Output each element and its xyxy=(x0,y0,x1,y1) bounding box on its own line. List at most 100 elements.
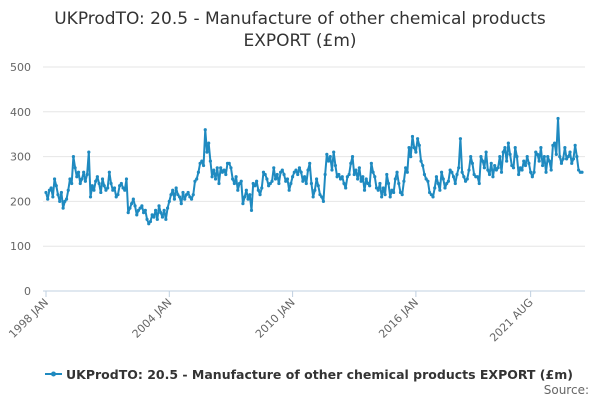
data-point[interactable] xyxy=(205,150,209,154)
data-point[interactable] xyxy=(484,150,488,154)
data-point[interactable] xyxy=(207,141,211,145)
data-point[interactable] xyxy=(481,159,485,163)
data-point[interactable] xyxy=(123,188,127,192)
data-point[interactable] xyxy=(195,177,199,181)
data-point[interactable] xyxy=(54,184,58,188)
data-point[interactable] xyxy=(357,166,361,170)
data-point[interactable] xyxy=(392,190,396,195)
data-point[interactable] xyxy=(210,175,214,179)
data-point[interactable] xyxy=(553,141,557,145)
data-point[interactable] xyxy=(66,188,70,192)
data-point[interactable] xyxy=(188,195,192,199)
data-point[interactable] xyxy=(362,188,367,192)
data-point[interactable] xyxy=(119,181,123,186)
data-point[interactable] xyxy=(424,177,428,181)
data-point[interactable] xyxy=(251,181,255,186)
data-point[interactable] xyxy=(354,168,358,172)
data-point[interactable] xyxy=(400,193,404,197)
data-point[interactable] xyxy=(462,175,466,179)
data-point[interactable] xyxy=(546,155,550,159)
data-point[interactable] xyxy=(82,170,86,174)
data-point[interactable] xyxy=(229,166,233,170)
data-point[interactable] xyxy=(147,222,151,226)
data-point[interactable] xyxy=(427,190,432,195)
data-point[interactable] xyxy=(395,170,399,174)
data-point[interactable] xyxy=(522,159,526,163)
data-point[interactable] xyxy=(70,181,74,186)
data-point[interactable] xyxy=(523,163,528,168)
data-point[interactable] xyxy=(90,184,94,188)
data-point[interactable] xyxy=(184,193,189,197)
data-point[interactable] xyxy=(349,161,353,165)
data-point[interactable] xyxy=(458,137,463,141)
data-point[interactable] xyxy=(328,155,332,159)
data-point[interactable] xyxy=(304,181,308,186)
data-point[interactable] xyxy=(407,146,411,150)
data-point[interactable] xyxy=(256,188,260,192)
data-point[interactable] xyxy=(517,172,521,177)
data-point[interactable] xyxy=(371,170,375,174)
data-point[interactable] xyxy=(234,175,238,179)
data-point[interactable] xyxy=(350,155,355,159)
data-point[interactable] xyxy=(439,170,444,174)
data-point[interactable] xyxy=(219,166,223,170)
data-point[interactable] xyxy=(297,166,302,170)
data-point[interactable] xyxy=(212,168,216,172)
data-point[interactable] xyxy=(463,179,468,183)
data-point[interactable] xyxy=(159,211,163,215)
data-point[interactable] xyxy=(320,195,324,199)
data-point[interactable] xyxy=(95,175,99,179)
data-point[interactable] xyxy=(337,172,341,177)
data-point[interactable] xyxy=(104,188,108,192)
data-point[interactable] xyxy=(92,188,96,192)
data-point[interactable] xyxy=(393,177,397,181)
data-point[interactable] xyxy=(491,175,495,179)
data-point[interactable] xyxy=(97,181,101,186)
data-point[interactable] xyxy=(419,159,423,163)
data-point[interactable] xyxy=(270,179,274,183)
data-point[interactable] xyxy=(80,177,84,181)
data-point[interactable] xyxy=(482,166,486,170)
data-point[interactable] xyxy=(436,181,440,186)
data-point[interactable] xyxy=(196,170,201,174)
data-point[interactable] xyxy=(326,159,331,163)
data-point[interactable] xyxy=(493,163,497,168)
data-point[interactable] xyxy=(236,188,240,192)
data-point[interactable] xyxy=(489,161,493,165)
data-point[interactable] xyxy=(390,188,394,192)
data-point[interactable] xyxy=(220,170,224,174)
data-point[interactable] xyxy=(239,179,243,183)
data-point[interactable] xyxy=(539,146,543,150)
data-point[interactable] xyxy=(352,172,356,177)
data-point[interactable] xyxy=(563,146,567,150)
data-point[interactable] xyxy=(172,197,177,201)
data-point[interactable] xyxy=(253,184,257,188)
data-point[interactable] xyxy=(501,150,505,154)
data-point[interactable] xyxy=(118,184,122,188)
data-point[interactable] xyxy=(453,181,457,186)
data-point[interactable] xyxy=(529,170,533,174)
data-point[interactable] xyxy=(215,166,219,170)
data-point[interactable] xyxy=(277,181,281,186)
data-point[interactable] xyxy=(344,186,348,190)
data-point[interactable] xyxy=(405,170,409,174)
data-point[interactable] xyxy=(100,177,105,181)
data-point[interactable] xyxy=(467,168,471,172)
data-point[interactable] xyxy=(201,163,206,168)
data-point[interactable] xyxy=(469,155,473,159)
data-point[interactable] xyxy=(445,181,449,186)
data-point[interactable] xyxy=(479,155,483,159)
data-point[interactable] xyxy=(143,208,147,212)
data-point[interactable] xyxy=(167,199,171,203)
data-point[interactable] xyxy=(340,175,344,179)
data-point[interactable] xyxy=(570,161,574,165)
data-point[interactable] xyxy=(176,193,180,197)
data-point[interactable] xyxy=(551,143,555,147)
data-point[interactable] xyxy=(361,175,365,179)
data-point[interactable] xyxy=(165,206,170,210)
data-point[interactable] xyxy=(154,208,158,212)
data-point[interactable] xyxy=(49,186,53,190)
data-point[interactable] xyxy=(325,152,329,156)
data-point[interactable] xyxy=(85,172,89,177)
data-point[interactable] xyxy=(198,161,202,165)
